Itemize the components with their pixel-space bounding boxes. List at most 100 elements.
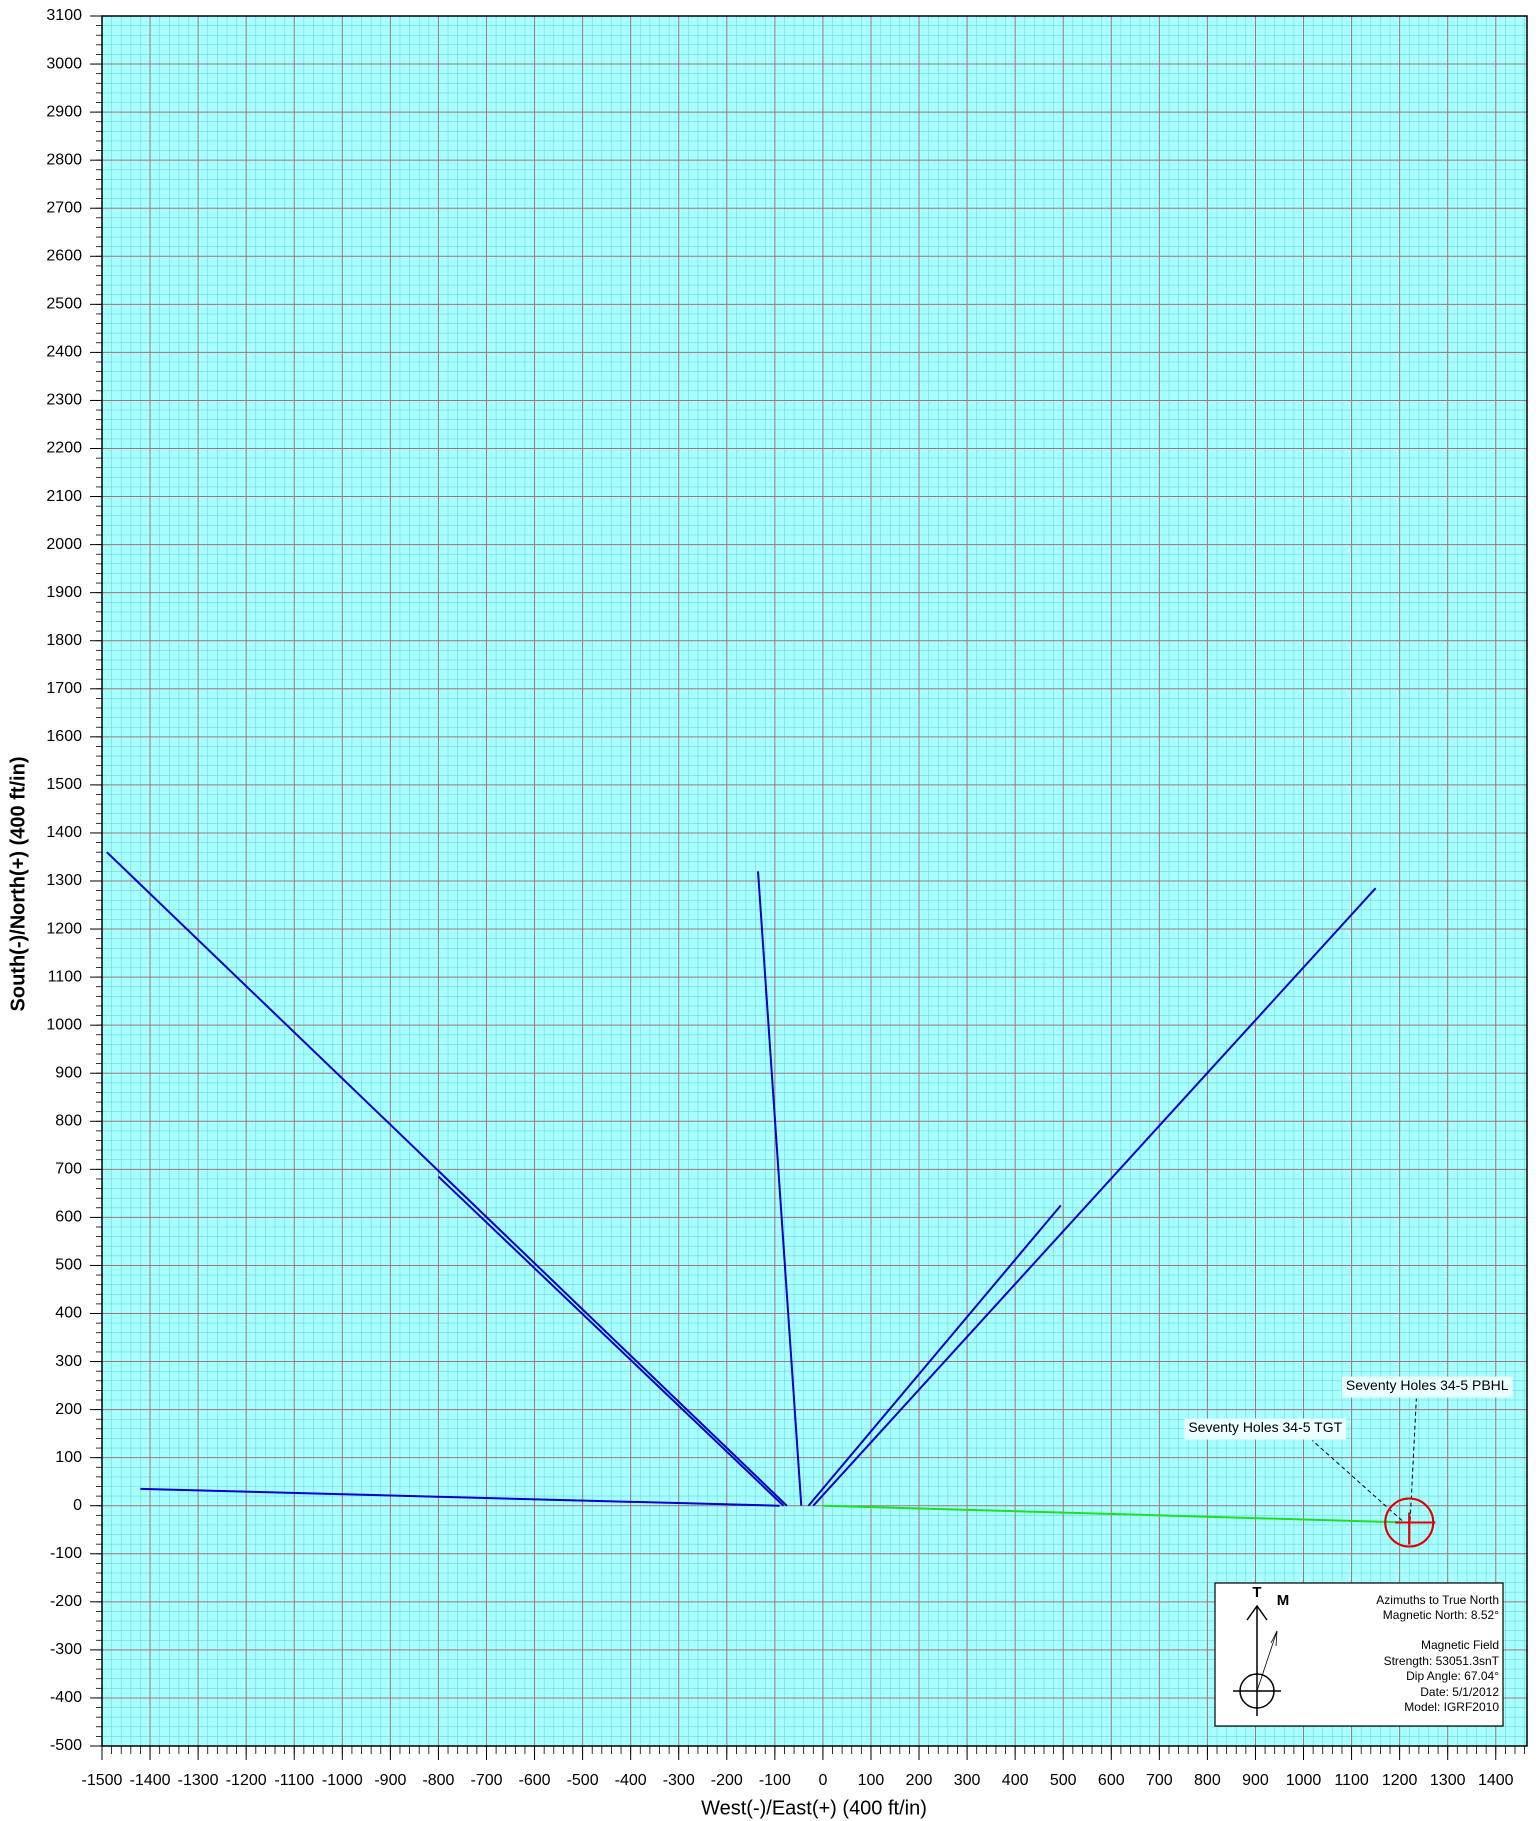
well-path <box>822 1504 1410 1524</box>
y-tick-label: 2900 <box>46 103 82 120</box>
legend-line: Date: 5/1/2012 <box>1420 1685 1499 1699</box>
x-tick-label: 200 <box>906 1772 933 1789</box>
y-tick-label: 1900 <box>46 584 82 601</box>
x-tick-label: -1300 <box>178 1772 219 1789</box>
x-tick-label: 100 <box>858 1772 885 1789</box>
x-tick-label: 1300 <box>1430 1772 1466 1789</box>
marks: Seventy Holes 34-5 PBHL Seventy Holes 34-… <box>106 851 1513 1548</box>
y-tick-label: 2400 <box>46 344 82 361</box>
x-tick-label: 1400 <box>1478 1772 1514 1789</box>
y-tick-label: 2000 <box>46 536 82 553</box>
target-label-bg <box>1341 1376 1513 1398</box>
x-tick-label: -1200 <box>226 1772 267 1789</box>
y-tick-label: 1500 <box>46 776 82 793</box>
x-tick-label: 900 <box>1242 1772 1269 1789</box>
magnetic-north-head <box>1270 1630 1278 1647</box>
target-label: Seventy Holes 34-5 PBHL <box>1346 1377 1509 1393</box>
target-leader <box>1409 1398 1417 1521</box>
y-tick-label: 0 <box>73 1497 82 1514</box>
y-tick-label: 600 <box>55 1209 82 1226</box>
legend-frame <box>1214 1582 1504 1727</box>
y-tick-label: 1000 <box>46 1016 82 1033</box>
y-tick-label: 800 <box>55 1112 82 1129</box>
x-tick-label: 700 <box>1146 1772 1173 1789</box>
y-tick-label: 2800 <box>46 151 82 168</box>
x-tick-label: -500 <box>567 1772 599 1789</box>
y-tick-label: 2600 <box>46 247 82 264</box>
legend-line: Strength: 53051.3snT <box>1384 1654 1500 1668</box>
y-tick-label: 3000 <box>46 55 82 72</box>
legend-line: Dip Angle: 67.04° <box>1406 1669 1499 1683</box>
well-path <box>757 871 803 1506</box>
target-label: Seventy Holes 34-5 TGT <box>1188 1419 1342 1435</box>
y-tick-label: 700 <box>55 1161 82 1178</box>
y-tick-label: 900 <box>55 1064 82 1081</box>
x-tick-label: -400 <box>615 1772 647 1789</box>
x-axis-title: West(-)/East(+) (400 ft/in) <box>701 1797 927 1819</box>
x-tick-label: -1100 <box>274 1772 314 1789</box>
y-tick-label: 2100 <box>46 488 82 505</box>
legend-line: Model: IGRF2010 <box>1404 1700 1499 1714</box>
legend-line: Magnetic North: 8.52° <box>1383 1608 1499 1622</box>
y-tick-label: 2700 <box>46 199 82 216</box>
y-tick-label: 2500 <box>46 296 82 313</box>
x-tick-label: 300 <box>954 1772 981 1789</box>
target-label-bg <box>1184 1418 1347 1440</box>
y-tick-label: 2200 <box>46 440 82 457</box>
y-tick-label: 1600 <box>46 728 82 745</box>
x-tick-label: 1000 <box>1286 1772 1322 1789</box>
well-path <box>812 887 1377 1507</box>
y-tick-label: 1100 <box>48 968 83 985</box>
x-tick-label: 600 <box>1098 1772 1125 1789</box>
target-leader <box>1312 1440 1403 1521</box>
magnetic-north-arrow <box>1256 1630 1278 1692</box>
x-tick-label: -1500 <box>82 1772 123 1789</box>
y-tick-label: 1400 <box>46 824 82 841</box>
grid <box>101 15 1527 1747</box>
x-tick-label: -900 <box>374 1772 406 1789</box>
y-tick-label: 1200 <box>46 920 82 937</box>
well-path <box>807 1204 1062 1507</box>
x-tick-label: -100 <box>759 1772 791 1789</box>
y-tick-label: 200 <box>55 1401 82 1418</box>
y-tick-label: -100 <box>50 1545 82 1562</box>
y-tick-label: 100 <box>55 1449 82 1466</box>
legend-line: Azimuths to True North <box>1376 1593 1499 1607</box>
x-tick-label: -1400 <box>130 1772 171 1789</box>
y-tick-label: 500 <box>55 1257 82 1274</box>
x-tick-label: 1200 <box>1382 1772 1418 1789</box>
x-tick-label: 800 <box>1194 1772 1221 1789</box>
x-tick-label: -1000 <box>322 1772 363 1789</box>
x-tick-label: -800 <box>422 1772 454 1789</box>
y-tick-label: -400 <box>50 1689 82 1706</box>
y-tick-label: 1800 <box>46 632 82 649</box>
y-tick-label: 300 <box>55 1353 82 1370</box>
x-tick-label: 500 <box>1050 1772 1077 1789</box>
y-tick-label: 2300 <box>46 392 82 409</box>
x-tick-label: -600 <box>519 1772 551 1789</box>
y-tick-label: -200 <box>50 1593 82 1610</box>
y-tick-label: 1300 <box>46 872 82 889</box>
well-path <box>106 851 788 1507</box>
y-tick-label: 1700 <box>46 680 82 697</box>
y-tick-label: -300 <box>50 1641 82 1658</box>
true-mark: T <box>1252 1584 1261 1601</box>
y-axis-title: South(-)/North(+) (400 ft/in) <box>7 757 29 1012</box>
well-path <box>437 1175 785 1507</box>
legend-line: Magnetic Field <box>1421 1638 1499 1652</box>
y-tick-label: 3100 <box>46 7 82 24</box>
x-tick-label: 0 <box>818 1772 827 1789</box>
x-tick-label: -200 <box>711 1772 743 1789</box>
x-tick-label: 1100 <box>1334 1772 1369 1789</box>
magnetic-mark: M <box>1277 1592 1290 1609</box>
well-path <box>140 1487 780 1507</box>
y-tick-label: -500 <box>50 1737 82 1754</box>
x-tick-label: 400 <box>1002 1772 1029 1789</box>
true-north-head <box>1246 1604 1268 1621</box>
y-tick-label: 400 <box>55 1305 82 1322</box>
x-tick-label: -700 <box>470 1772 502 1789</box>
x-tick-label: -300 <box>663 1772 695 1789</box>
